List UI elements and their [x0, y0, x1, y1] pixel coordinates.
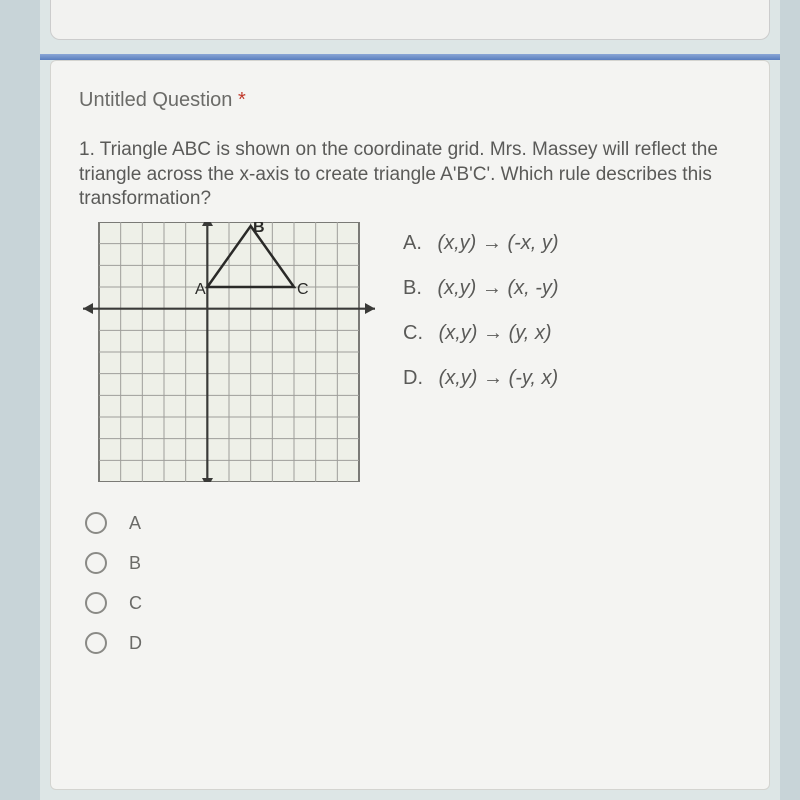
- title-text: Untitled Question: [79, 89, 232, 111]
- radio-icon[interactable]: [85, 552, 107, 574]
- choice-a-text: A. (x,y) → (-x, y): [403, 232, 559, 255]
- choice-c-text: C. (x,y) → (y, x): [403, 322, 559, 345]
- question-card: Untitled Question * 1. Triangle ABC is s…: [50, 60, 770, 790]
- radio-icon[interactable]: [85, 632, 107, 654]
- radio-options: A B C D: [85, 512, 741, 654]
- arrow-icon: →: [483, 367, 509, 389]
- coordinate-grid: A B C: [79, 222, 379, 482]
- choice-d-text: D. (x,y) → (-y, x): [403, 367, 559, 390]
- arrow-icon: →: [483, 322, 509, 344]
- option-d[interactable]: D: [85, 632, 741, 654]
- vertex-a-label: A: [195, 281, 206, 298]
- radio-icon[interactable]: [85, 592, 107, 614]
- vertex-c-label: C: [297, 281, 309, 298]
- option-a-label: A: [129, 513, 141, 534]
- prev-card-sliver: [50, 0, 770, 40]
- radio-icon[interactable]: [85, 512, 107, 534]
- required-asterisk: *: [238, 89, 246, 111]
- option-a[interactable]: A: [85, 512, 741, 534]
- choice-b-text: B. (x,y) → (x, -y): [403, 277, 559, 300]
- option-b-label: B: [129, 553, 141, 574]
- option-c-label: C: [129, 593, 142, 614]
- arrow-icon: →: [482, 232, 508, 254]
- page-container: Untitled Question * 1. Triangle ABC is s…: [40, 0, 780, 800]
- option-b[interactable]: B: [85, 552, 741, 574]
- question-title: Untitled Question *: [79, 89, 741, 112]
- arrow-icon: →: [482, 277, 508, 299]
- option-d-label: D: [129, 633, 142, 654]
- option-c[interactable]: C: [85, 592, 741, 614]
- vertex-b-label: B: [253, 222, 265, 236]
- answer-choices-panel: A. (x,y) → (-x, y) B. (x,y) → (x, -y) C.…: [403, 222, 559, 390]
- figure-row: A B C A. (x,y) → (-x, y) B. (x,y) → (x, …: [79, 222, 741, 482]
- question-body: 1. Triangle ABC is shown on the coordina…: [79, 138, 741, 212]
